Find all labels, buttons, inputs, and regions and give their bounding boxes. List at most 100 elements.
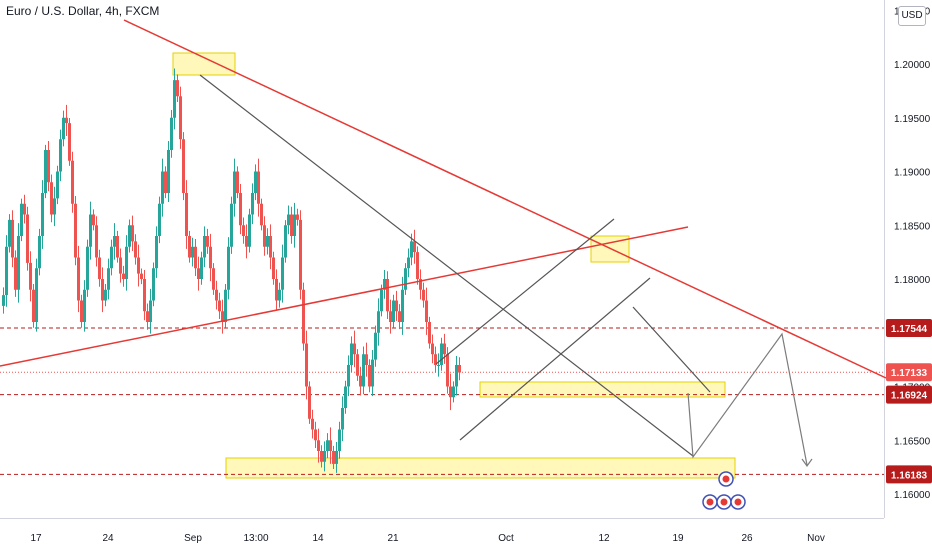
candle-body	[191, 246, 194, 258]
candle-body	[407, 257, 410, 269]
candle-body	[11, 219, 14, 258]
candle-body	[8, 219, 11, 247]
candle-body	[146, 311, 149, 322]
candle	[14, 250, 17, 297]
candle	[203, 226, 206, 268]
candle-body	[140, 273, 143, 279]
x-tick-label: 12	[598, 533, 610, 544]
candle-body	[77, 257, 80, 301]
currency-button[interactable]: USD	[898, 6, 926, 26]
candle	[419, 269, 422, 300]
candle-body	[398, 311, 401, 322]
candle-body	[227, 246, 230, 290]
candle-body	[308, 386, 311, 419]
candle	[200, 251, 203, 285]
candle	[326, 433, 329, 459]
candle	[185, 180, 188, 249]
candle	[35, 258, 38, 332]
candle-body	[245, 236, 248, 247]
demand-zone-low	[225, 457, 736, 479]
candle	[161, 158, 164, 217]
candle-body	[314, 429, 317, 441]
price-label: 1.16183	[886, 465, 932, 484]
candle-body	[32, 289, 35, 322]
candle	[38, 228, 41, 276]
candle	[284, 220, 287, 263]
y-tick-label: 1.16500	[894, 436, 931, 447]
event-icon-core	[720, 498, 728, 506]
candle	[212, 263, 215, 295]
candle	[236, 166, 239, 199]
candle	[425, 287, 428, 335]
candle-body	[152, 268, 155, 301]
candle	[92, 209, 95, 231]
candle-body	[266, 236, 269, 247]
candle	[125, 235, 128, 291]
candle-body	[344, 386, 347, 408]
y-tick-label: 1.19500	[894, 114, 931, 125]
chart-title: Euro / U.S. Dollar, 4h, FXCM	[6, 4, 160, 18]
candle-body	[341, 408, 344, 430]
candle	[377, 298, 380, 346]
x-tick-label: 13:00	[243, 533, 268, 544]
price-label-box	[886, 319, 932, 338]
candle	[263, 216, 266, 256]
candle-body	[161, 171, 164, 204]
candle	[86, 239, 89, 297]
candle-body	[137, 257, 140, 274]
candle-body	[71, 160, 74, 204]
candle-body	[5, 246, 8, 296]
candle	[170, 110, 173, 158]
rising-channel-upper	[435, 218, 615, 365]
candle	[140, 268, 143, 285]
price-label: 1.16924	[886, 385, 932, 404]
candle	[371, 349, 374, 397]
candle-body	[62, 117, 65, 140]
candle-body	[167, 150, 170, 193]
candle-body	[275, 279, 278, 301]
candle	[407, 248, 410, 278]
candle	[17, 223, 20, 303]
candle-body	[386, 279, 389, 312]
candle-body	[92, 214, 95, 226]
x-tick-label: Nov	[807, 533, 825, 544]
candle	[353, 330, 356, 368]
candle	[32, 283, 35, 328]
projection-arrow-head	[801, 458, 813, 468]
candle	[206, 228, 209, 254]
candle-body	[374, 332, 377, 360]
candle	[356, 349, 359, 381]
candle	[347, 355, 350, 397]
candle-body	[338, 429, 341, 451]
candle	[29, 251, 32, 302]
descending-trendline	[123, 19, 887, 379]
candle	[257, 158, 260, 217]
candle	[11, 210, 14, 268]
candle-body	[428, 322, 431, 344]
x-tick-label: 24	[102, 533, 114, 544]
candle-body	[29, 262, 32, 290]
candle	[458, 357, 461, 381]
candle-body	[113, 236, 116, 247]
candle	[272, 251, 275, 285]
candle-body	[26, 214, 29, 263]
candle-body	[173, 80, 176, 118]
candle	[194, 239, 197, 276]
candle-body	[104, 289, 107, 301]
candle	[260, 198, 263, 231]
candle-body	[176, 80, 179, 97]
candle	[434, 346, 437, 373]
candle-body	[239, 193, 242, 226]
candle	[254, 164, 257, 201]
candle-body	[458, 365, 461, 373]
candle	[302, 282, 305, 351]
candle-body	[209, 246, 212, 269]
candle-body	[230, 203, 233, 247]
candle-body	[269, 236, 272, 258]
candle-body	[248, 214, 251, 247]
candle	[368, 359, 371, 393]
candle	[416, 246, 419, 285]
candle	[413, 229, 416, 264]
